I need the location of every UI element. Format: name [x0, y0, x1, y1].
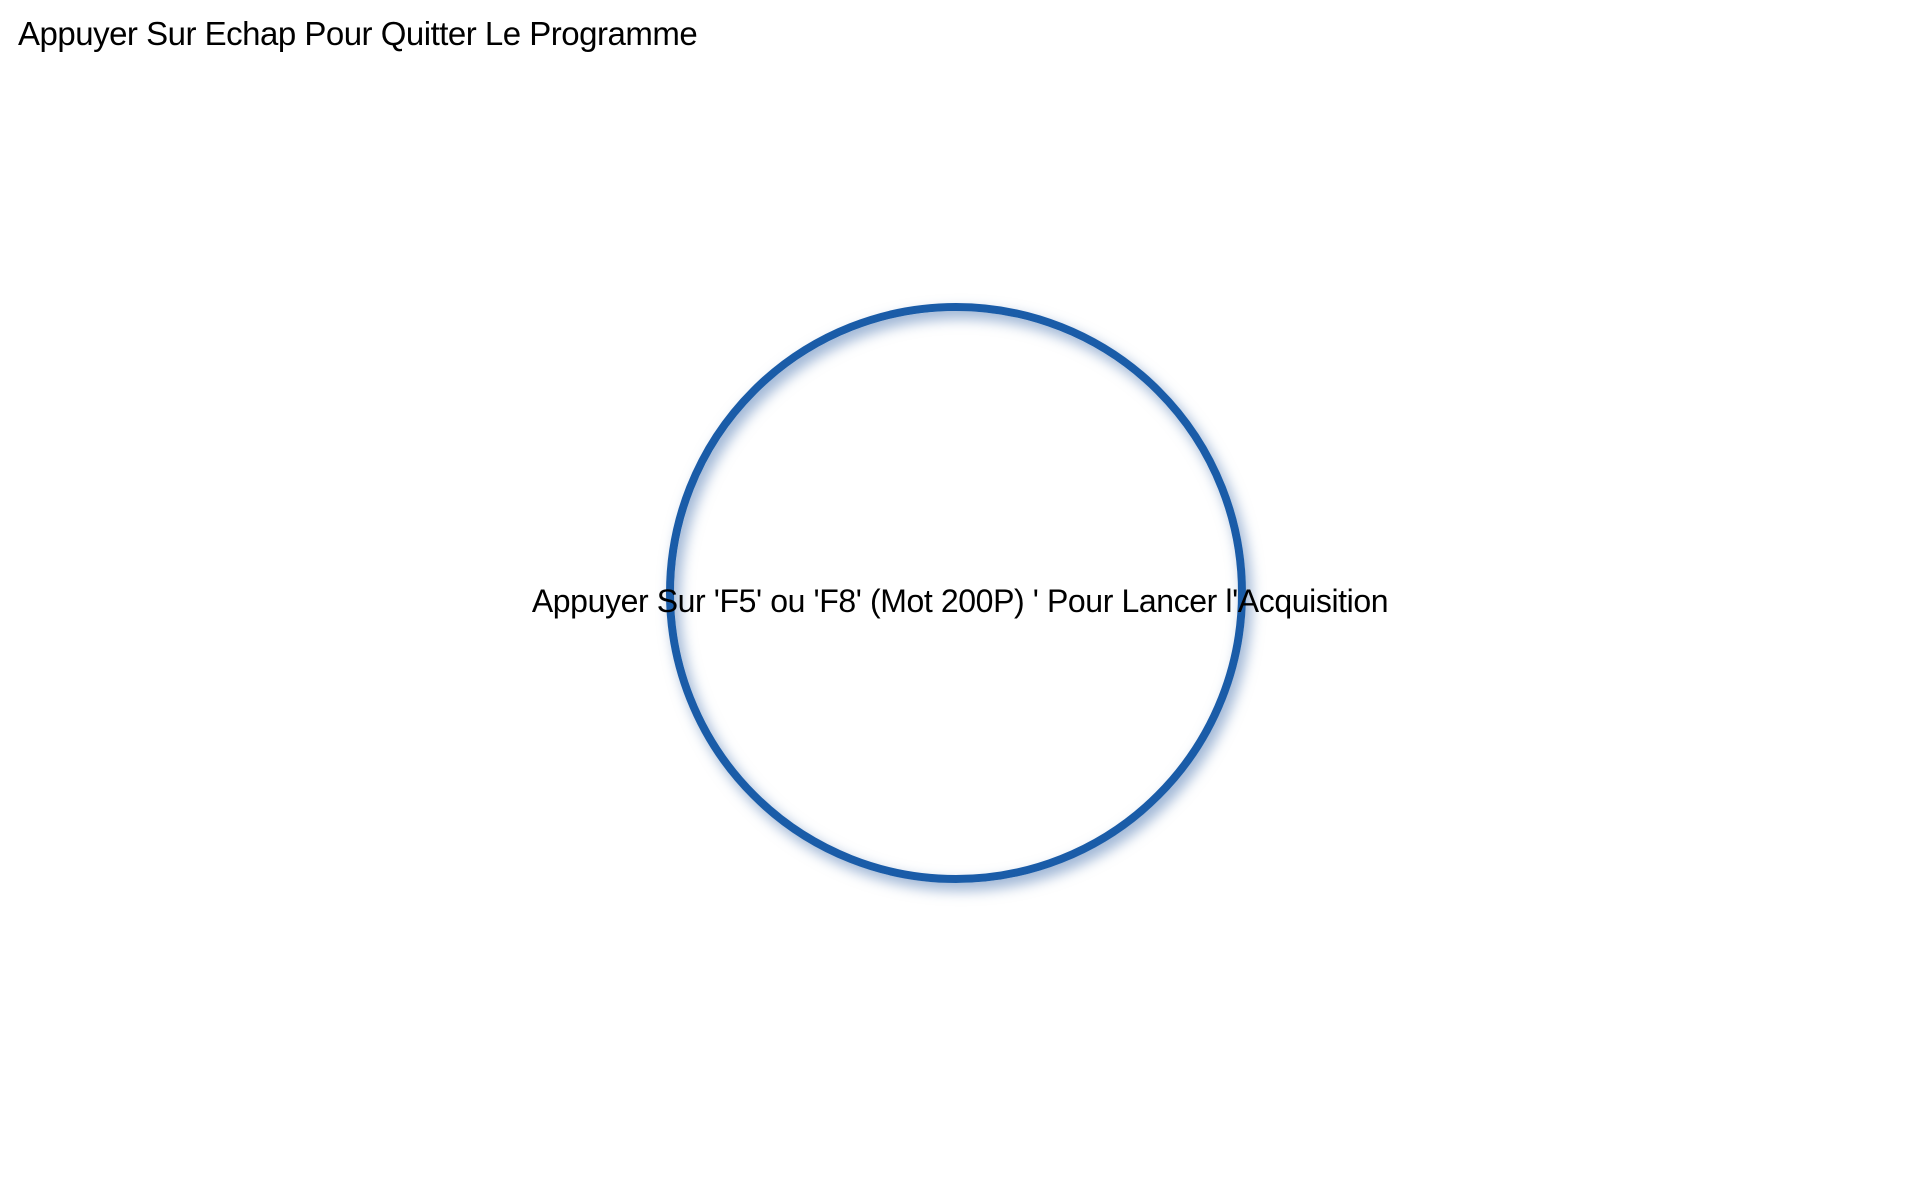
launch-instruction-text: Appuyer Sur 'F5' ou 'F8' (Mot 200P) ' Po…: [531, 583, 1389, 619]
escape-hint-text: Appuyer Sur Echap Pour Quitter Le Progra…: [18, 15, 698, 52]
indicator-circle: [666, 303, 1246, 883]
